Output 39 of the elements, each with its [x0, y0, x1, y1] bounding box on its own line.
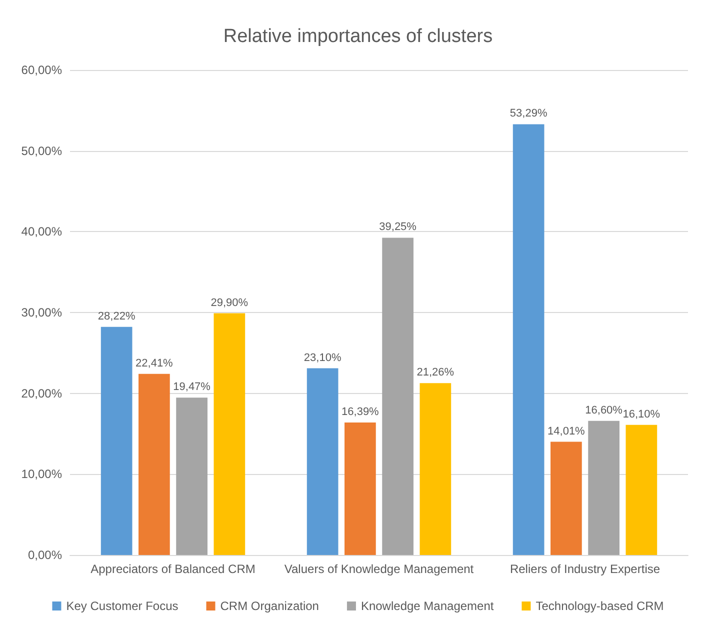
bar [176, 398, 208, 555]
bar [512, 124, 544, 555]
x-tick-label: Reliers of Industry Expertise [510, 562, 660, 576]
bar [588, 420, 620, 555]
chart-title: Relative importances of clusters [223, 26, 493, 47]
bar [420, 383, 452, 555]
data-label: 29,90% [210, 296, 248, 309]
y-tick-label: 0,00% [28, 548, 62, 562]
bar [382, 238, 414, 555]
bar [344, 422, 376, 555]
bar [214, 313, 246, 555]
legend-label: Key Customer Focus [66, 599, 178, 613]
data-label: 28,22% [98, 310, 136, 322]
legend-label: Technology-based CRM [536, 599, 664, 613]
bar [306, 368, 338, 555]
y-tick-label: 20,00% [21, 386, 62, 400]
bar [100, 326, 132, 555]
bar [626, 424, 658, 555]
data-label: 39,25% [379, 221, 417, 234]
y-tick-label: 40,00% [21, 224, 62, 239]
bar [138, 374, 170, 555]
data-label: 19,47% [173, 381, 211, 394]
data-label: 22,41% [136, 357, 174, 370]
data-label: 16,10% [622, 408, 660, 420]
y-tick-label: 50,00% [21, 144, 62, 158]
y-tick-label: 10,00% [21, 467, 62, 482]
y-tick-label: 60,00% [21, 63, 62, 77]
data-label: 53,29% [510, 108, 548, 120]
y-tick-label: 30,00% [21, 306, 62, 320]
legend-label: CRM Organization [220, 599, 319, 613]
data-label: 16,39% [342, 406, 380, 418]
data-label: 14,01% [548, 425, 586, 438]
x-tick-label: Appreciators of Balanced CRM [90, 562, 256, 576]
bar [550, 442, 582, 555]
data-label: 21,26% [416, 366, 454, 379]
legend-label: Knowledge Management [360, 599, 494, 613]
data-label: 16,60% [585, 404, 623, 416]
data-label: 23,10% [304, 352, 342, 364]
x-tick-label: Valuers of Knowledge Management [284, 562, 474, 576]
